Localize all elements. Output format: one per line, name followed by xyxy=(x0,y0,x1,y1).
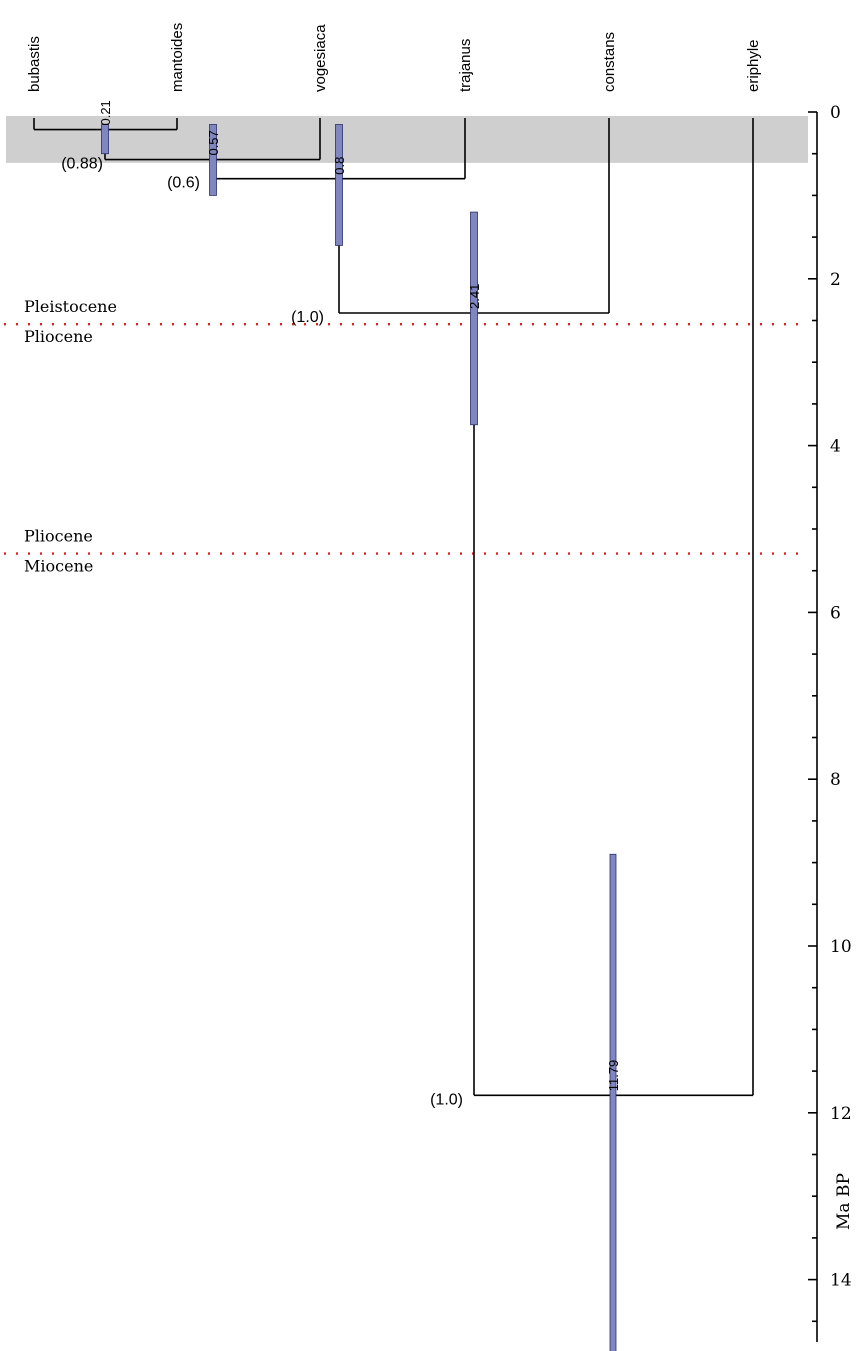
hpd-bar-n4 xyxy=(470,211,478,426)
node-age-label-n2: 0.57 xyxy=(206,130,221,155)
axis-tick-label-14: 14 xyxy=(830,1271,852,1291)
tree-branches xyxy=(33,118,754,1097)
node-age-label-n4: 2.41 xyxy=(467,284,482,309)
epoch-label-below-2: Miocene xyxy=(24,557,93,576)
hpd-bar-n3 xyxy=(335,124,343,246)
support-label-n5: (1.0) xyxy=(430,1091,463,1108)
axis-tick-label-12: 12 xyxy=(830,1104,852,1124)
node-age-label-n3: 0.8 xyxy=(332,157,347,175)
tree-nodes: 0.21 0.57 (0.88) 0.8 (0.6) 2.41 (1.0) 11.79 (1.0… xyxy=(61,100,621,1351)
taxon-label-trajanus: trajanus xyxy=(457,39,474,92)
time-axis: 0 2 4 6 8 10 12 14 Ma BP xyxy=(808,103,854,1342)
axis-tick-label-8: 8 xyxy=(830,770,841,790)
axis-tick-label-4: 4 xyxy=(830,437,841,457)
node-age-label-n5: 11.79 xyxy=(606,1060,621,1092)
node-age-label-n1: 0.21 xyxy=(98,100,113,125)
taxon-label-eriphyle: eriphyle xyxy=(745,39,762,92)
hpd-bar-n5 xyxy=(609,853,617,1351)
hpd-bar-n2 xyxy=(209,124,217,196)
taxon-label-constans: constans xyxy=(601,32,618,92)
support-label-n4: (1.0) xyxy=(291,309,324,326)
epoch-label-below-1: Pliocene xyxy=(24,327,93,346)
support-label-n2: (0.88) xyxy=(61,156,103,173)
hpd-bar-n1 xyxy=(101,124,109,155)
axis-ticks xyxy=(808,111,817,1323)
taxon-label-mantoides: mantoides xyxy=(169,23,186,92)
epoch-label-above-1: Pleistocene xyxy=(24,297,117,316)
support-label-n3: (0.6) xyxy=(167,175,200,192)
epoch-label-above-2: Pliocene xyxy=(24,527,93,546)
epoch-boundaries: Pleistocene Pliocene Pliocene Miocene xyxy=(4,297,808,576)
axis-tick-label-0: 0 xyxy=(830,103,841,123)
axis-tick-label-6: 6 xyxy=(830,603,841,623)
taxon-labels: bubastis mantoides vogesiaca trajanus co… xyxy=(26,23,762,92)
axis-tick-label-2: 2 xyxy=(830,270,841,290)
taxon-label-vogesiaca: vogesiaca xyxy=(312,24,329,92)
axis-unit-label: Ma BP xyxy=(834,1173,854,1230)
taxon-label-bubastis: bubastis xyxy=(26,36,43,92)
axis-tick-label-10: 10 xyxy=(830,937,852,957)
shaded-recent-band xyxy=(6,116,808,163)
